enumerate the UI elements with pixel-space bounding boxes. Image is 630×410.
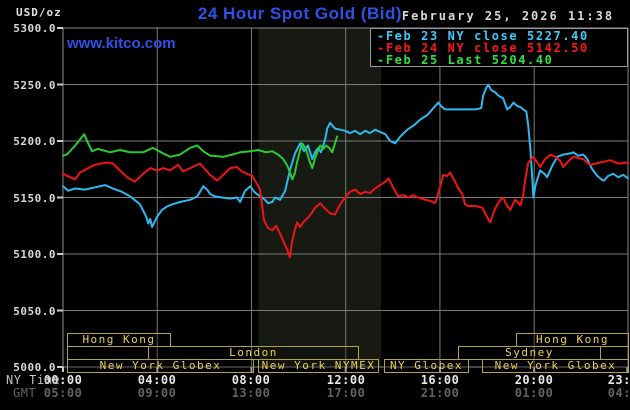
legend-label: Feb 25 Last 5204.40 [385,53,554,67]
x-tick-label-ny: 23:59 [607,373,630,387]
y-axis-unit-label: USD/oz [16,6,62,19]
x-tick-label-gmt: 05:00 [43,386,83,400]
price-line-feb-25-last [62,133,339,181]
y-tick-label: 5000.0 [13,361,56,374]
session-box-new-york-nymex: New York NYMEX [258,359,379,373]
legend-label: Feb 24 NY close 5142.50 [385,41,589,55]
price-line-feb-24-ny-close [62,153,629,259]
chart-datetime: February 25, 2026 11:38 [401,9,615,23]
y-tick-label: 5250.0 [13,79,56,92]
x-tick-label-gmt: 01:00 [514,386,554,400]
y-tick-label: 5200.0 [13,135,56,148]
x-tick-label-ny: 00:00 [43,373,83,387]
session-box-new-york-globex: New York Globex [67,359,254,373]
session-box-new-york-globex: New York Globex [482,359,629,373]
legend-dash-icon: - [377,29,386,43]
x-tick-label-gmt: 17:00 [326,386,366,400]
session-box-sydney: Sydney [458,346,601,360]
ny-time-axis-label: NY Time [6,373,61,387]
session-box-london: London [148,346,359,360]
x-tick-label-gmt: 04:59 [607,386,630,400]
price-line-feb-23-ny-close [62,83,629,228]
legend-dash-icon: - [377,53,386,67]
y-tick-label: 5100.0 [13,248,56,261]
x-tick-label-ny: 20:00 [514,373,554,387]
x-tick-label-ny: 16:00 [420,373,460,387]
gmt-axis-label: GMT [13,386,37,400]
session-box-ny-globex: NY Globex [384,359,469,373]
legend-dash-icon: - [377,41,386,55]
session-box-hong-kong: Hong Kong [67,333,171,347]
legend-label: Feb 23 NY close 5227.40 [385,29,589,43]
x-tick-label-ny: 04:00 [137,373,177,387]
x-tick-label-gmt: 09:00 [137,386,177,400]
session-box-hong-kong: Hong Kong [516,333,629,347]
y-tick-label: 5300.0 [13,22,56,35]
legend-row-feb24: -Feb 24 NY close 5142.50 [377,42,627,54]
x-tick-label-ny: 08:00 [231,373,271,387]
x-tick-label-ny: 12:00 [326,373,366,387]
x-tick-label-gmt: 21:00 [420,386,460,400]
session-box-empty [600,346,629,360]
y-tick-label: 5050.0 [13,305,56,318]
session-box-empty [67,346,149,360]
legend-row-feb25: -Feb 25 Last 5204.40 [377,54,627,66]
x-tick-label-gmt: 13:00 [231,386,271,400]
legend-box: -Feb 23 NY close 5227.40 -Feb 24 NY clos… [370,28,628,67]
kitco-watermark-link[interactable]: www.kitco.com [67,35,176,52]
chart-title: 24 Hour Spot Gold (Bid) [197,4,403,23]
y-tick-label: 5150.0 [13,192,56,205]
legend-row-feb23: -Feb 23 NY close 5227.40 [377,30,627,42]
